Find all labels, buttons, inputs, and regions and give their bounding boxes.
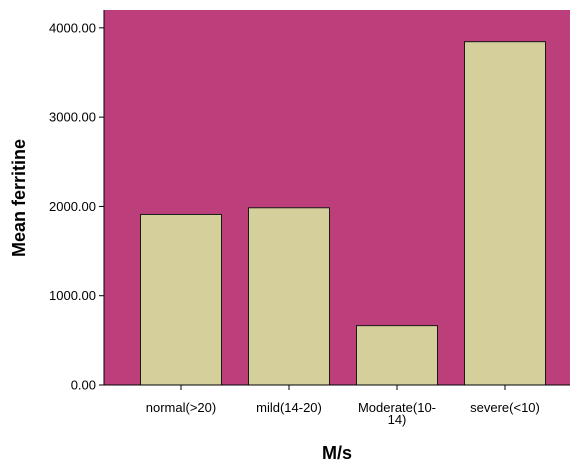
bar-0 (140, 213, 222, 386)
y-tick-label: 2000.00 (49, 199, 96, 214)
y-tick-label: 1000.00 (49, 288, 96, 303)
y-tick-label: 4000.00 (49, 20, 96, 35)
y-axis-title: Mean ferritine (9, 139, 29, 257)
x-category-label: Moderate(10-14) (358, 400, 436, 427)
bar-1 (248, 207, 330, 386)
bar-2 (356, 325, 438, 386)
x-category-label-line: Moderate(10- (358, 400, 436, 415)
bar-3 (464, 41, 546, 386)
x-category-label-line: normal(>20) (146, 400, 216, 415)
x-category-label: normal(>20) (146, 400, 216, 415)
x-labels-group: normal(>20) mild(14-20) Moderate(10-14) sev… (146, 385, 540, 427)
x-category-label: severe(<10) (470, 400, 540, 415)
x-category-label-line: mild(14-20) (256, 400, 322, 415)
x-category-label: mild(14-20) (256, 400, 322, 415)
y-tick-label: 3000.00 (49, 110, 96, 125)
x-category-label-line: 14) (388, 412, 407, 427)
bars-group (140, 41, 546, 386)
y-tick-label: 0.00 (71, 378, 96, 393)
x-category-label-line: severe(<10) (470, 400, 540, 415)
y-ticks-group: 0.00 1000.00 2000.00 3000.00 4000.00 (49, 20, 104, 393)
x-axis-title: M/s (322, 443, 352, 463)
